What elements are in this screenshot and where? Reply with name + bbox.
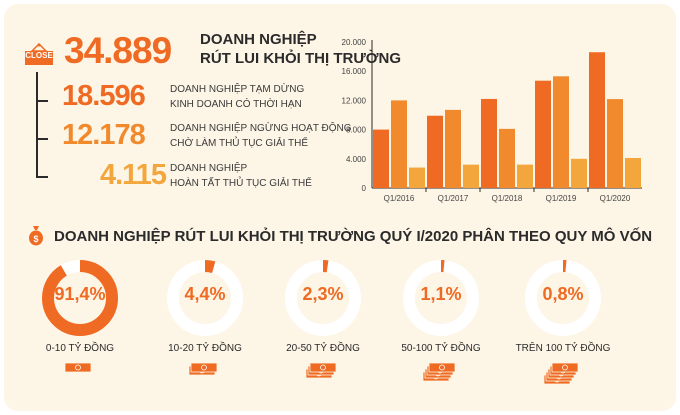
donut-chart: [167, 260, 243, 336]
y-tick-label: 0: [362, 184, 367, 193]
x-tick-label: Q1/2018: [492, 194, 523, 203]
close-sign-icon: [25, 43, 53, 65]
capital-group-label: 20-50 TỶ ĐỒNG: [286, 343, 360, 354]
x-tick-label: Q1/2017: [438, 194, 469, 203]
money-bag-icon: $: [29, 226, 43, 246]
bar-2: [445, 109, 461, 188]
y-tick-label: 4.000: [346, 155, 367, 164]
tree-tick-3: [36, 176, 48, 178]
x-tick-label: Q1/2019: [546, 194, 577, 203]
bar-3: [571, 158, 587, 188]
total-label-line2: RÚT LUI KHỎI THỊ TRƯỜNG: [200, 50, 402, 67]
donut-slice: [285, 260, 361, 336]
bar-1: [427, 115, 443, 188]
capital-group-label: TRÊN 100 TỶ ĐỒNG: [515, 343, 611, 354]
pending-desc-line1: DOANH NGHIỆP NGỪNG HOẠT ĐỘNG: [170, 123, 352, 134]
bar-1: [373, 129, 389, 188]
bar-2: [391, 100, 407, 188]
infographic-card: [4, 4, 676, 411]
donut-slice: [525, 260, 601, 336]
capital-group-label: 10-20 TỶ ĐỒNG: [168, 343, 242, 354]
donut-slice: [403, 260, 479, 336]
donut-percent-label: 0,8%: [542, 284, 584, 304]
bar-3: [463, 164, 479, 188]
total-exits-number: 34.889: [64, 30, 172, 71]
y-tick-label: 20.000: [342, 38, 367, 47]
donut-percent-label: 4,4%: [184, 284, 226, 304]
suspended-desc-line1: DOANH NGHIỆP TẠM DỪNG: [170, 84, 305, 95]
bar-1: [589, 52, 605, 188]
money-stack-icon: [422, 362, 456, 382]
pending-desc-line2: CHỜ LÀM THỦ TỤC GIẢI THỂ: [170, 138, 309, 149]
y-tick-label: 8.000: [346, 126, 367, 135]
y-tick-label: 12.000: [342, 96, 367, 105]
donut-slice: [167, 260, 243, 336]
bar-3: [517, 164, 533, 188]
total-label-line1: DOANH NGHIỆP: [200, 31, 317, 48]
tree-tick-1: [36, 100, 48, 102]
donut-chart: [285, 260, 361, 336]
donut-chart: [403, 260, 479, 336]
dissolved-desc-line1: DOANH NGHIỆP: [170, 163, 248, 174]
suspended-desc-line2: KINH DOANH CÓ THỜI HẠN: [170, 99, 302, 110]
tree-tick-2: [36, 138, 48, 140]
money-stack-icon: [543, 362, 579, 385]
bar-3: [625, 157, 641, 188]
bar-2: [499, 128, 515, 188]
x-tick-label: Q1/2020: [600, 194, 631, 203]
donut-slice: [42, 260, 118, 336]
close-badge-text: CLOSE: [25, 51, 53, 60]
pending-dissolution-number: 12.178: [62, 119, 146, 151]
y-tick-label: 16.000: [342, 67, 367, 76]
tree-connector-line: [36, 72, 38, 176]
bar-3: [409, 167, 425, 188]
money-stack-icon: [188, 362, 218, 376]
bar-chart: 20.000 16.000 12.000 8.000 4.000 0 Q1/2016 Q1/2…: [342, 38, 642, 203]
bar-2: [553, 76, 569, 188]
svg-text:$: $: [33, 234, 38, 244]
donut-percent-label: 91,4%: [54, 284, 106, 304]
dissolved-desc-line2: HOÀN TẤT THỦ TỤC GIẢI THỂ: [170, 178, 312, 189]
donut-percent-label: 2,3%: [302, 284, 344, 304]
capital-group-label: 50-100 TỶ ĐỒNG: [401, 343, 481, 354]
money-stack-icon: [305, 362, 337, 379]
suspended-number: 18.596: [62, 80, 146, 112]
donut-chart: [42, 260, 118, 336]
donut-chart: [525, 260, 601, 336]
x-tick-label: Q1/2016: [384, 194, 415, 203]
money-stack-icon: [64, 362, 92, 373]
bar-2: [607, 99, 623, 188]
bar-1: [535, 80, 551, 188]
dissolved-number: 4.115: [100, 159, 167, 191]
bar-1: [481, 98, 497, 188]
capital-group-label: 0-10 TỶ ĐỒNG: [45, 343, 115, 354]
section-title: DOANH NGHIỆP RÚT LUI KHỎI THỊ TRƯỜNG QUÝ…: [54, 228, 653, 245]
donut-percent-label: 1,1%: [420, 284, 462, 304]
